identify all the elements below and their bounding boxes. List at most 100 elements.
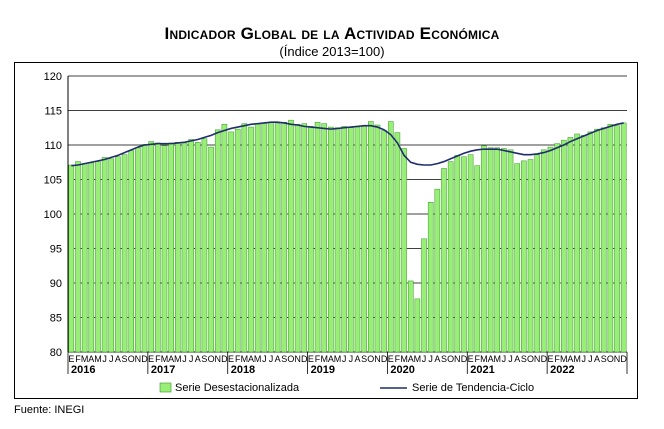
month-tick-label: M: [81, 354, 89, 364]
trend-line: [71, 121, 624, 167]
month-tick-label: J: [269, 354, 274, 364]
year-tick-label: 2018: [231, 364, 255, 376]
bar: [594, 128, 600, 353]
month-tick-label: N: [454, 354, 461, 364]
bar: [181, 142, 188, 353]
bar: [354, 126, 361, 353]
month-tick-label: D: [301, 354, 308, 364]
y-tick-label: 85: [50, 313, 62, 325]
month-tick-label: O: [128, 354, 135, 364]
bar: [221, 124, 228, 353]
bar: [547, 146, 554, 353]
month-tick-label: O: [527, 354, 534, 364]
source-note: Fuente: INEGI: [14, 404, 85, 416]
y-tick-label: 80: [50, 347, 62, 359]
month-tick-label: J: [502, 354, 507, 364]
bar: [135, 147, 141, 353]
bar: [600, 127, 607, 353]
bar: [587, 131, 594, 353]
bar: [254, 124, 261, 353]
month-tick-label: J: [349, 354, 354, 364]
bar: [567, 137, 574, 353]
bar: [474, 165, 481, 353]
month-tick-label: D: [541, 354, 548, 364]
bar: [514, 163, 520, 353]
bar: [241, 123, 248, 353]
month-tick-label: J: [109, 354, 114, 364]
month-tick-label: S: [281, 354, 287, 364]
month-tick-label: D: [381, 354, 388, 364]
month-tick-label: M: [334, 354, 342, 364]
bar: [401, 148, 407, 353]
month-tick-label: A: [115, 354, 121, 364]
month-tick-label: O: [208, 354, 215, 364]
month-tick-label: F: [475, 354, 481, 364]
month-tick-label: F: [395, 354, 401, 364]
bar: [88, 162, 95, 353]
bar: [108, 158, 115, 353]
bar: [614, 125, 620, 353]
month-tick-label: N: [294, 354, 301, 364]
bar: [308, 126, 314, 353]
bar: [374, 124, 381, 353]
month-tick-label: E: [388, 354, 394, 364]
month-tick-label: F: [155, 354, 161, 364]
bar: [288, 119, 294, 353]
bar: [321, 123, 327, 353]
month-tick-label: M: [320, 354, 328, 364]
month-tick-label: J: [588, 354, 593, 364]
y-tick-label: 100: [44, 209, 62, 221]
bar: [454, 155, 461, 353]
month-tick-label: D: [461, 354, 468, 364]
month-tick-label: M: [241, 354, 249, 364]
month-tick-label: O: [607, 354, 614, 364]
month-tick-label: A: [354, 354, 360, 364]
bar: [155, 142, 161, 353]
month-tick-label: A: [567, 354, 573, 364]
bar: [427, 202, 434, 353]
bar: [148, 141, 154, 353]
month-tick-label: E: [547, 354, 553, 364]
bar: [521, 160, 527, 353]
month-tick-label: S: [122, 354, 128, 364]
y-tick-label: 105: [44, 175, 62, 187]
bar: [201, 138, 208, 353]
month-tick-label: F: [554, 354, 560, 364]
bar: [141, 144, 148, 353]
month-tick-label: S: [521, 354, 527, 364]
chart-frame: [14, 62, 638, 399]
bar: [394, 132, 401, 353]
month-tick-label: J: [581, 354, 586, 364]
bar: [561, 139, 567, 353]
month-tick-label: O: [447, 354, 454, 364]
bar: [507, 149, 514, 353]
month-tick-label: S: [441, 354, 447, 364]
year-tick-label: 2017: [151, 364, 175, 376]
year-tick-label: 2016: [71, 364, 95, 376]
bar: [421, 238, 427, 353]
bar: [281, 121, 288, 353]
month-tick-label: F: [75, 354, 81, 364]
month-tick-label: N: [534, 354, 541, 364]
bar: [175, 141, 181, 353]
bar: [387, 121, 394, 353]
bar: [268, 121, 274, 353]
month-tick-label: A: [88, 354, 94, 364]
month-tick-label: F: [315, 354, 321, 364]
bar: [441, 168, 447, 353]
month-tick-label: M: [161, 354, 169, 364]
bar: [115, 156, 121, 353]
month-tick-label: A: [514, 354, 520, 364]
year-tick-label: 2022: [550, 364, 574, 376]
month-tick-label: J: [508, 354, 513, 364]
legend-label-trend: Serie de Tendencia-Ciclo: [412, 382, 534, 394]
bar: [301, 123, 308, 353]
bar: [501, 148, 507, 353]
month-tick-label: E: [228, 354, 234, 364]
year-tick-label: 2020: [390, 364, 414, 376]
month-tick-label: J: [342, 354, 347, 364]
month-tick-label: E: [68, 354, 74, 364]
month-tick-label: O: [287, 354, 294, 364]
legend-swatch-bars: [159, 382, 172, 393]
bar: [294, 124, 301, 353]
